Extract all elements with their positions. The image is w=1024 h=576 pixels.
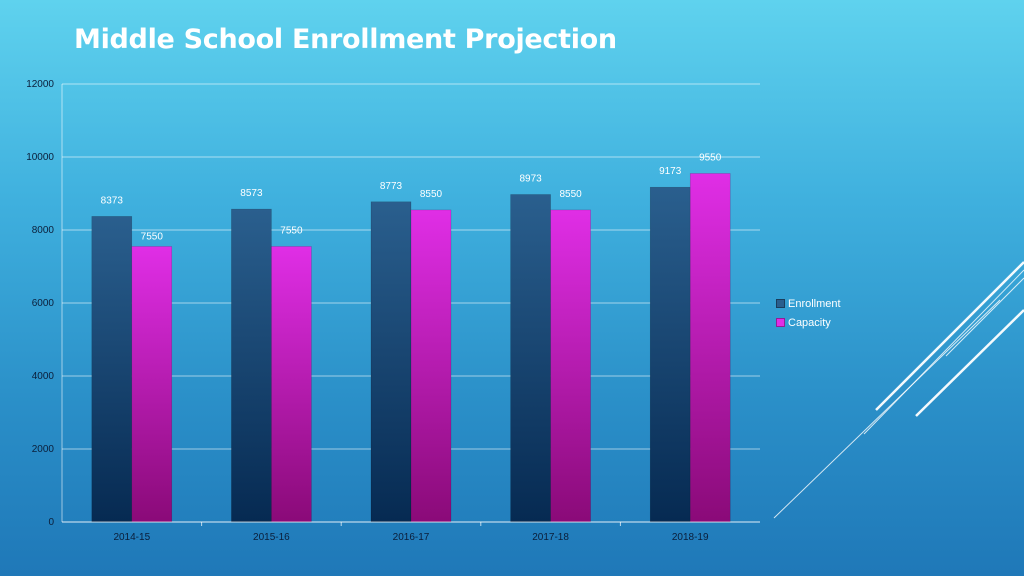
legend-item-capacity: Capacity bbox=[776, 313, 841, 332]
legend: Enrollment Capacity bbox=[776, 294, 841, 332]
legend-item-enrollment: Enrollment bbox=[776, 294, 841, 313]
bar-capacity bbox=[131, 246, 173, 523]
legend-swatch-capacity bbox=[776, 318, 785, 327]
y-axis-ticks: 0 2000 4000 6000 8000 10000 12000 bbox=[26, 79, 54, 528]
data-label-capacity: 7550 bbox=[141, 231, 164, 242]
legend-swatch-enrollment bbox=[776, 299, 785, 308]
bar-enrollment bbox=[649, 186, 691, 523]
bar-enrollment bbox=[91, 216, 133, 523]
y-tick-label: 12000 bbox=[26, 79, 54, 90]
y-tick-label: 0 bbox=[48, 517, 54, 528]
data-label-capacity: 7550 bbox=[280, 225, 303, 236]
data-label-enrollment: 8373 bbox=[101, 195, 124, 206]
y-tick-label: 6000 bbox=[32, 298, 55, 309]
y-tick-label: 10000 bbox=[26, 152, 54, 163]
bar-capacity bbox=[550, 209, 591, 523]
y-tick-label: 8000 bbox=[32, 225, 55, 236]
data-label-enrollment: 8973 bbox=[519, 173, 542, 184]
data-label-enrollment: 8773 bbox=[380, 181, 403, 192]
bar-capacity bbox=[271, 246, 312, 523]
bar-capacity bbox=[689, 173, 731, 523]
data-labels: 8373 7550 8573 7550 8773 8550 8973 8550 9173 9550 bbox=[101, 152, 722, 242]
data-label-enrollment: 9173 bbox=[659, 166, 682, 177]
data-label-capacity: 9550 bbox=[699, 152, 722, 163]
y-tick-label: 2000 bbox=[32, 444, 55, 455]
bars bbox=[91, 173, 731, 523]
legend-label-capacity: Capacity bbox=[788, 316, 831, 329]
x-tick-label: 2018-19 bbox=[672, 532, 709, 543]
x-tick-label: 2016-17 bbox=[393, 532, 430, 543]
data-label-capacity: 8550 bbox=[559, 189, 582, 200]
bar-enrollment bbox=[370, 201, 412, 523]
x-tick-label: 2014-15 bbox=[113, 532, 150, 543]
y-tick-label: 4000 bbox=[32, 371, 55, 382]
data-label-capacity: 8550 bbox=[420, 189, 443, 200]
x-axis-ticks: 2014-15 2015-16 2016-17 2017-18 2018-19 bbox=[62, 521, 760, 543]
x-tick-label: 2015-16 bbox=[253, 532, 290, 543]
bar-capacity bbox=[410, 209, 452, 523]
chart-title: Middle School Enrollment Projection bbox=[74, 24, 617, 55]
legend-label-enrollment: Enrollment bbox=[788, 297, 841, 310]
data-label-enrollment: 8573 bbox=[240, 188, 263, 199]
x-tick-label: 2017-18 bbox=[532, 532, 569, 543]
bar-enrollment bbox=[510, 194, 551, 523]
bar-enrollment bbox=[231, 208, 272, 523]
